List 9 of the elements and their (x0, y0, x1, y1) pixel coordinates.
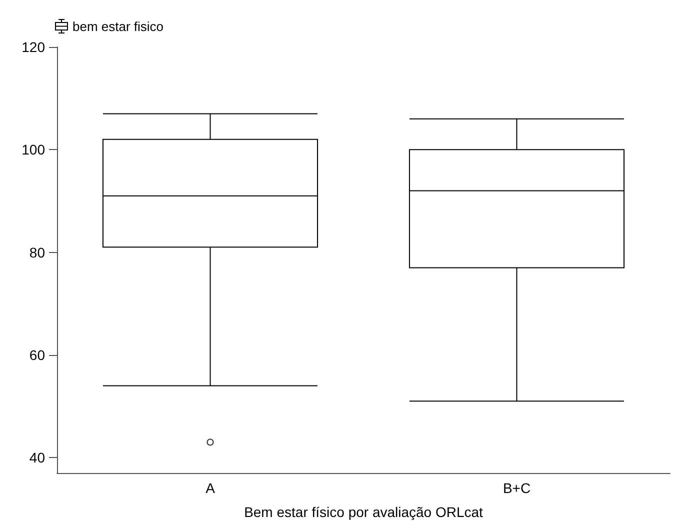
y-tick-label: 60 (29, 346, 46, 363)
y-tick-label: 80 (29, 244, 46, 260)
x-axis-title: Bem estar físico por avaliação ORLcat (244, 504, 484, 520)
y-tick-label: 120 (22, 39, 46, 55)
x-tick-label: A (206, 480, 216, 496)
y-tick-label: 100 (22, 142, 46, 158)
legend-label: bem estar fisico (72, 18, 164, 34)
x-tick-label: B+C (502, 480, 531, 496)
y-tick-label: 40 (29, 450, 46, 466)
